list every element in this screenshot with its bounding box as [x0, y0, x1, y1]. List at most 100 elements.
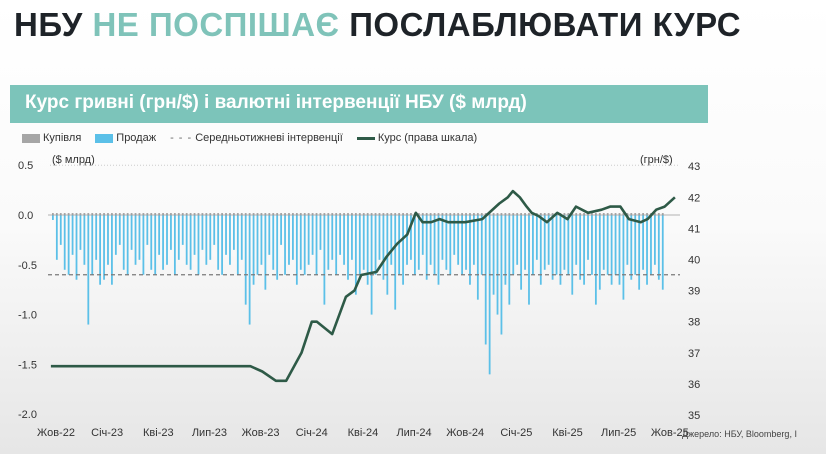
- purchase-bar: [453, 213, 456, 215]
- y-left-tick-label: -0.5: [18, 260, 37, 272]
- purchase-bar: [229, 213, 231, 215]
- purchase-bar: [543, 213, 546, 215]
- purchase-bar: [657, 213, 660, 215]
- purchase-bar: [75, 213, 78, 215]
- purchase-bar: [162, 213, 164, 215]
- sales-bar: [563, 215, 566, 270]
- sales-bar: [331, 215, 334, 260]
- sales-bar: [240, 215, 243, 260]
- sales-bar: [417, 215, 420, 270]
- purchase-bar: [331, 213, 334, 215]
- y-right-tick-label: 35: [688, 410, 700, 422]
- purchase-bar: [122, 213, 125, 215]
- sales-bar: [205, 215, 208, 265]
- title-part2: ПОСЛАБЛЮВАТИ КУРС: [349, 6, 742, 43]
- sales-bar: [252, 215, 255, 285]
- purchase-bar: [351, 213, 353, 215]
- sales-bar: [571, 215, 574, 295]
- legend-rate: Курс (права шкала): [356, 132, 478, 144]
- sales-bar: [288, 215, 290, 265]
- purchase-bar: [248, 213, 251, 215]
- purchase-bar: [217, 213, 220, 215]
- purchase-bar: [158, 213, 161, 215]
- y-right-tick-label: 41: [688, 223, 700, 235]
- sales-bar: [410, 215, 412, 260]
- x-tick-label: Кві-23: [143, 427, 174, 439]
- sales-bar: [610, 215, 613, 285]
- purchase-bar: [240, 213, 243, 215]
- sales-bar: [457, 215, 460, 265]
- sales-bar: [114, 215, 117, 255]
- purchase-bar: [417, 213, 420, 215]
- purchase-bar: [622, 213, 625, 215]
- sales-bar: [598, 215, 601, 290]
- purchase-bar: [602, 213, 605, 215]
- sales-bar: [95, 215, 98, 260]
- purchase-bar: [252, 213, 255, 215]
- purchase-bar: [366, 213, 369, 215]
- x-tick-label: Кві-25: [552, 427, 583, 439]
- sales-bar: [103, 215, 105, 280]
- purchase-bar: [630, 213, 633, 215]
- purchase-bar: [79, 213, 82, 215]
- purchase-bar: [205, 213, 208, 215]
- sales-bar: [626, 215, 629, 265]
- sales-bar: [587, 215, 589, 260]
- purchase-bar: [520, 213, 523, 215]
- sales-bar: [579, 215, 582, 280]
- purchase-bar: [476, 213, 479, 215]
- legend-purchases: Купівля: [22, 132, 81, 144]
- purchase-bar: [299, 213, 302, 215]
- sales-bar: [311, 215, 314, 255]
- purchase-bar: [114, 213, 117, 215]
- legend-sales: Продаж: [95, 132, 156, 144]
- sales-bar: [303, 215, 306, 275]
- sales-bar: [142, 215, 145, 275]
- purchase-bar: [307, 213, 310, 215]
- x-tick-label: Січ-23: [91, 427, 123, 439]
- sales-bar: [445, 215, 448, 270]
- sales-bar: [232, 215, 235, 250]
- sales-bar: [248, 215, 251, 325]
- purchase-bar: [445, 213, 448, 215]
- purchase-bar: [268, 213, 271, 215]
- purchase-bar: [118, 213, 121, 215]
- purchase-bar: [382, 213, 385, 215]
- purchase-bar: [260, 213, 263, 215]
- purchase-bar: [232, 213, 235, 215]
- sales-bar: [209, 215, 212, 260]
- slide-title: НБУ НЕ ПОСПІШАЄ ПОСЛАБЛЮВАТИ КУРС: [14, 6, 741, 44]
- x-tick-label: Лип-24: [396, 427, 431, 439]
- purchase-bar: [130, 213, 133, 215]
- sales-bar: [520, 215, 523, 290]
- legend-swatch-dashed: - - -: [170, 132, 193, 144]
- chart-title-banner: Курс гривні (грн/$) і валютні інтервенці…: [10, 85, 708, 123]
- sales-bar: [162, 215, 164, 270]
- sales-bar: [272, 215, 275, 270]
- purchase-bar: [646, 213, 648, 215]
- purchase-bar: [429, 213, 432, 215]
- purchase-bar: [67, 213, 70, 215]
- purchase-bar: [284, 213, 286, 215]
- purchase-bar: [107, 213, 109, 215]
- sales-bar: [150, 215, 153, 270]
- sales-bar: [268, 215, 271, 255]
- sales-bar: [347, 215, 349, 280]
- sales-bar: [99, 215, 102, 285]
- legend-label: Курс (права шкала): [377, 132, 478, 144]
- purchase-bar: [563, 213, 566, 215]
- purchase-bar: [653, 213, 656, 215]
- sales-bar: [295, 215, 298, 285]
- sales-bar: [193, 215, 196, 255]
- y-axis-left-label: ($ млрд): [52, 154, 95, 166]
- sales-bar: [358, 215, 361, 275]
- purchase-bar: [634, 213, 637, 215]
- purchase-bar: [551, 213, 554, 215]
- x-tick-label: Кві-24: [348, 427, 379, 439]
- sales-bar: [83, 215, 86, 265]
- legend-label: Середньотижневі інтервенції: [195, 132, 343, 144]
- purchase-bar: [437, 213, 440, 215]
- sales-bar: [354, 215, 357, 295]
- title-part1: НБУ: [14, 6, 83, 43]
- y-right-tick-label: 38: [688, 317, 700, 329]
